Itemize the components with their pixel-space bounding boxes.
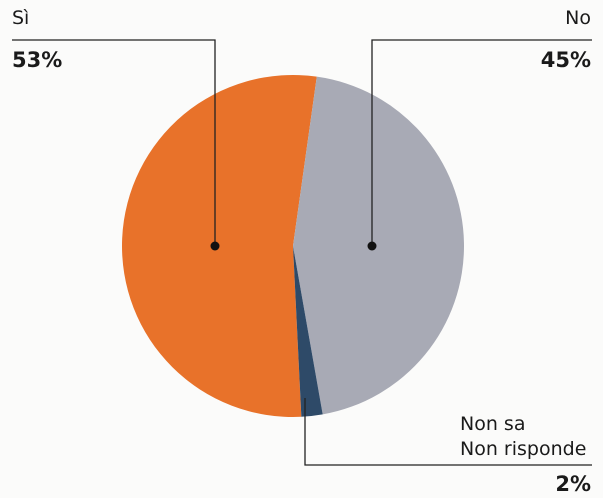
slice-label: Sì — [12, 7, 30, 29]
leader-line — [304, 398, 592, 466]
leader-line — [371, 39, 592, 246]
pie-slice — [293, 246, 323, 417]
slice-value: 45% — [540, 48, 591, 72]
leader-line — [12, 39, 216, 246]
slice-value: 53% — [12, 48, 63, 72]
pie-slice — [293, 76, 464, 415]
slice-label: Non sa Non risponde — [460, 413, 587, 460]
slices — [121, 74, 464, 417]
leader-dot — [367, 241, 377, 251]
slice-label: No — [565, 7, 591, 29]
leader-dot — [210, 241, 220, 251]
slice-value: 2% — [555, 472, 591, 496]
